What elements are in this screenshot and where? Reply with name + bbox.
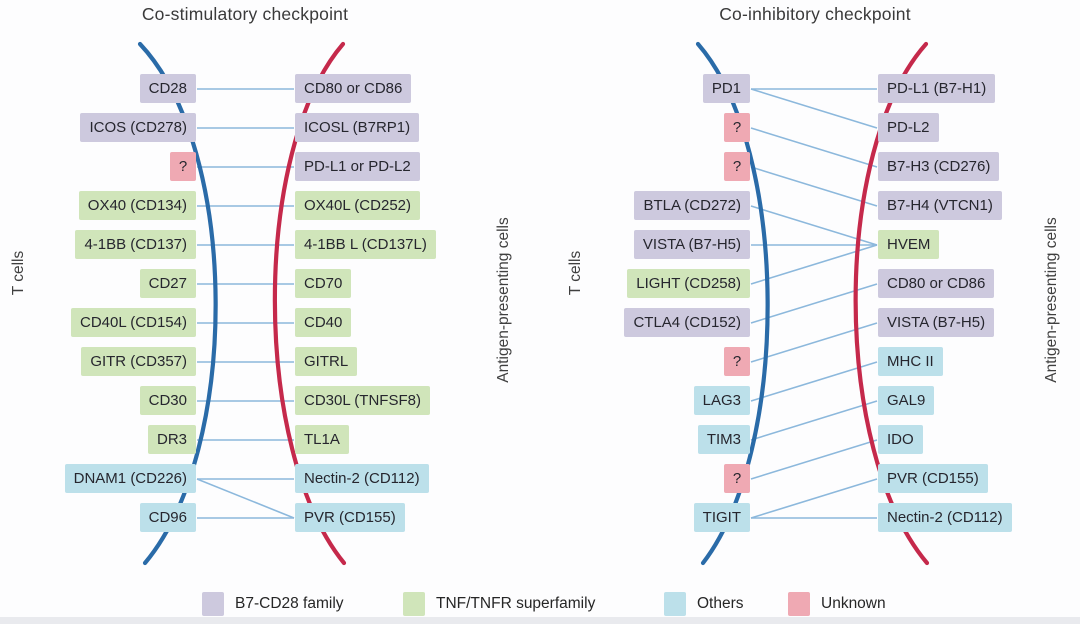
box-b7-h4-vtcn1: B7-H4 (VTCN1)	[878, 191, 1002, 220]
box-ido: IDO	[878, 425, 923, 454]
tcells-axis-label-left-panel: T cells	[10, 250, 27, 296]
box-unknown: ?	[724, 113, 750, 142]
interaction-line	[750, 439, 878, 480]
interaction-line	[750, 205, 878, 246]
box-gitr-cd357: GITR (CD357)	[81, 347, 196, 376]
box-pvr-cd155: PVR (CD155)	[878, 464, 988, 493]
box-tigit: TIGIT	[693, 503, 750, 532]
legend-item-b7cd28: B7-CD28 family	[202, 592, 344, 616]
interaction-line	[750, 88, 878, 129]
interaction-line	[750, 127, 878, 168]
box-gitrl: GITRL	[295, 347, 358, 376]
box-mhc-ii: MHC II	[878, 347, 943, 376]
box-cd40l-cd154: CD40L (CD154)	[71, 308, 196, 337]
tcells-axis-label-right-panel: T cells	[567, 250, 584, 296]
b7cd28-color-swatch	[202, 592, 224, 616]
legend-label: B7-CD28 family	[235, 595, 344, 612]
box-pd1: PD1	[702, 74, 750, 103]
interaction-line	[750, 478, 878, 519]
box-ox40-cd134: OX40 (CD134)	[78, 191, 196, 220]
interaction-line	[196, 478, 295, 519]
box-unknown: ?	[170, 152, 196, 181]
box-unknown: ?	[724, 464, 750, 493]
box-pd-l2: PD-L2	[878, 113, 939, 142]
box-btla-cd272: BTLA (CD272)	[634, 191, 750, 220]
legend-item-others: Others	[664, 592, 744, 616]
box-pvr-cd155: PVR (CD155)	[295, 503, 405, 532]
box-ctla4-cd152: CTLA4 (CD152)	[624, 308, 750, 337]
interaction-line	[750, 400, 878, 441]
interaction-line	[750, 361, 878, 402]
legend-label: Unknown	[821, 595, 886, 612]
box-b7-h3-cd276: B7-H3 (CD276)	[878, 152, 1000, 181]
interaction-line	[750, 283, 878, 324]
legend-label: TNF/TNFR superfamily	[436, 595, 596, 612]
box-4-1bb-l-cd137l: 4-1BB L (CD137L)	[295, 230, 436, 259]
box-cd28: CD28	[139, 74, 196, 103]
box-dnam1-cd226: DNAM1 (CD226)	[64, 464, 196, 493]
box-unknown: ?	[724, 152, 750, 181]
box-pd-l1-b7-h1: PD-L1 (B7-H1)	[878, 74, 996, 103]
legend-item-unknown: Unknown	[788, 592, 886, 616]
box-vista-b7-h5: VISTA (B7-H5)	[878, 308, 995, 337]
box-cd70: CD70	[295, 269, 352, 298]
legend-item-tnf: TNF/TNFR superfamily	[403, 592, 595, 616]
unknown-color-swatch	[788, 592, 810, 616]
box-4-1bb-cd137: 4-1BB (CD137)	[75, 230, 196, 259]
box-cd80-or-cd86: CD80 or CD86	[295, 74, 412, 103]
box-cd30: CD30	[139, 386, 196, 415]
box-cd40: CD40	[295, 308, 352, 337]
apc-axis-label-right-panel: Antigen-presenting cells	[1043, 217, 1060, 383]
box-unknown: ?	[724, 347, 750, 376]
bottom-strip	[0, 617, 1080, 624]
box-nectin-2-cd112: Nectin-2 (CD112)	[295, 464, 429, 493]
legend-label: Others	[697, 595, 744, 612]
box-cd80-or-cd86: CD80 or CD86	[878, 269, 995, 298]
box-pd-l1-or-pd-l2: PD-L1 or PD-L2	[295, 152, 420, 181]
coinhibitory-panel-title: Co-inhibitory checkpoint	[719, 4, 911, 24]
box-tim3: TIM3	[697, 425, 750, 454]
others-color-swatch	[664, 592, 686, 616]
box-lag3: LAG3	[693, 386, 750, 415]
box-light-cd258: LIGHT (CD258)	[627, 269, 750, 298]
box-icosl-b7rp1: ICOSL (B7RP1)	[295, 113, 420, 142]
box-gal9: GAL9	[878, 386, 935, 415]
costimulatory-panel-title: Co-stimulatory checkpoint	[141, 4, 349, 24]
box-tl1a: TL1A	[295, 425, 349, 454]
box-nectin-2-cd112: Nectin-2 (CD112)	[878, 503, 1012, 532]
tnf-color-swatch	[403, 592, 425, 616]
apc-axis-label-left-panel: Antigen-presenting cells	[495, 217, 512, 383]
box-cd27: CD27	[139, 269, 196, 298]
box-dr3: DR3	[147, 425, 196, 454]
box-hvem: HVEM	[878, 230, 940, 259]
box-ox40l-cd252: OX40L (CD252)	[295, 191, 420, 220]
box-icos-cd278: ICOS (CD278)	[80, 113, 196, 142]
interaction-line	[750, 166, 878, 207]
box-cd30l-tnfsf8: CD30L (TNFSF8)	[295, 386, 430, 415]
box-vista-b7-h5: VISTA (B7-H5)	[633, 230, 750, 259]
box-cd96: CD96	[139, 503, 196, 532]
